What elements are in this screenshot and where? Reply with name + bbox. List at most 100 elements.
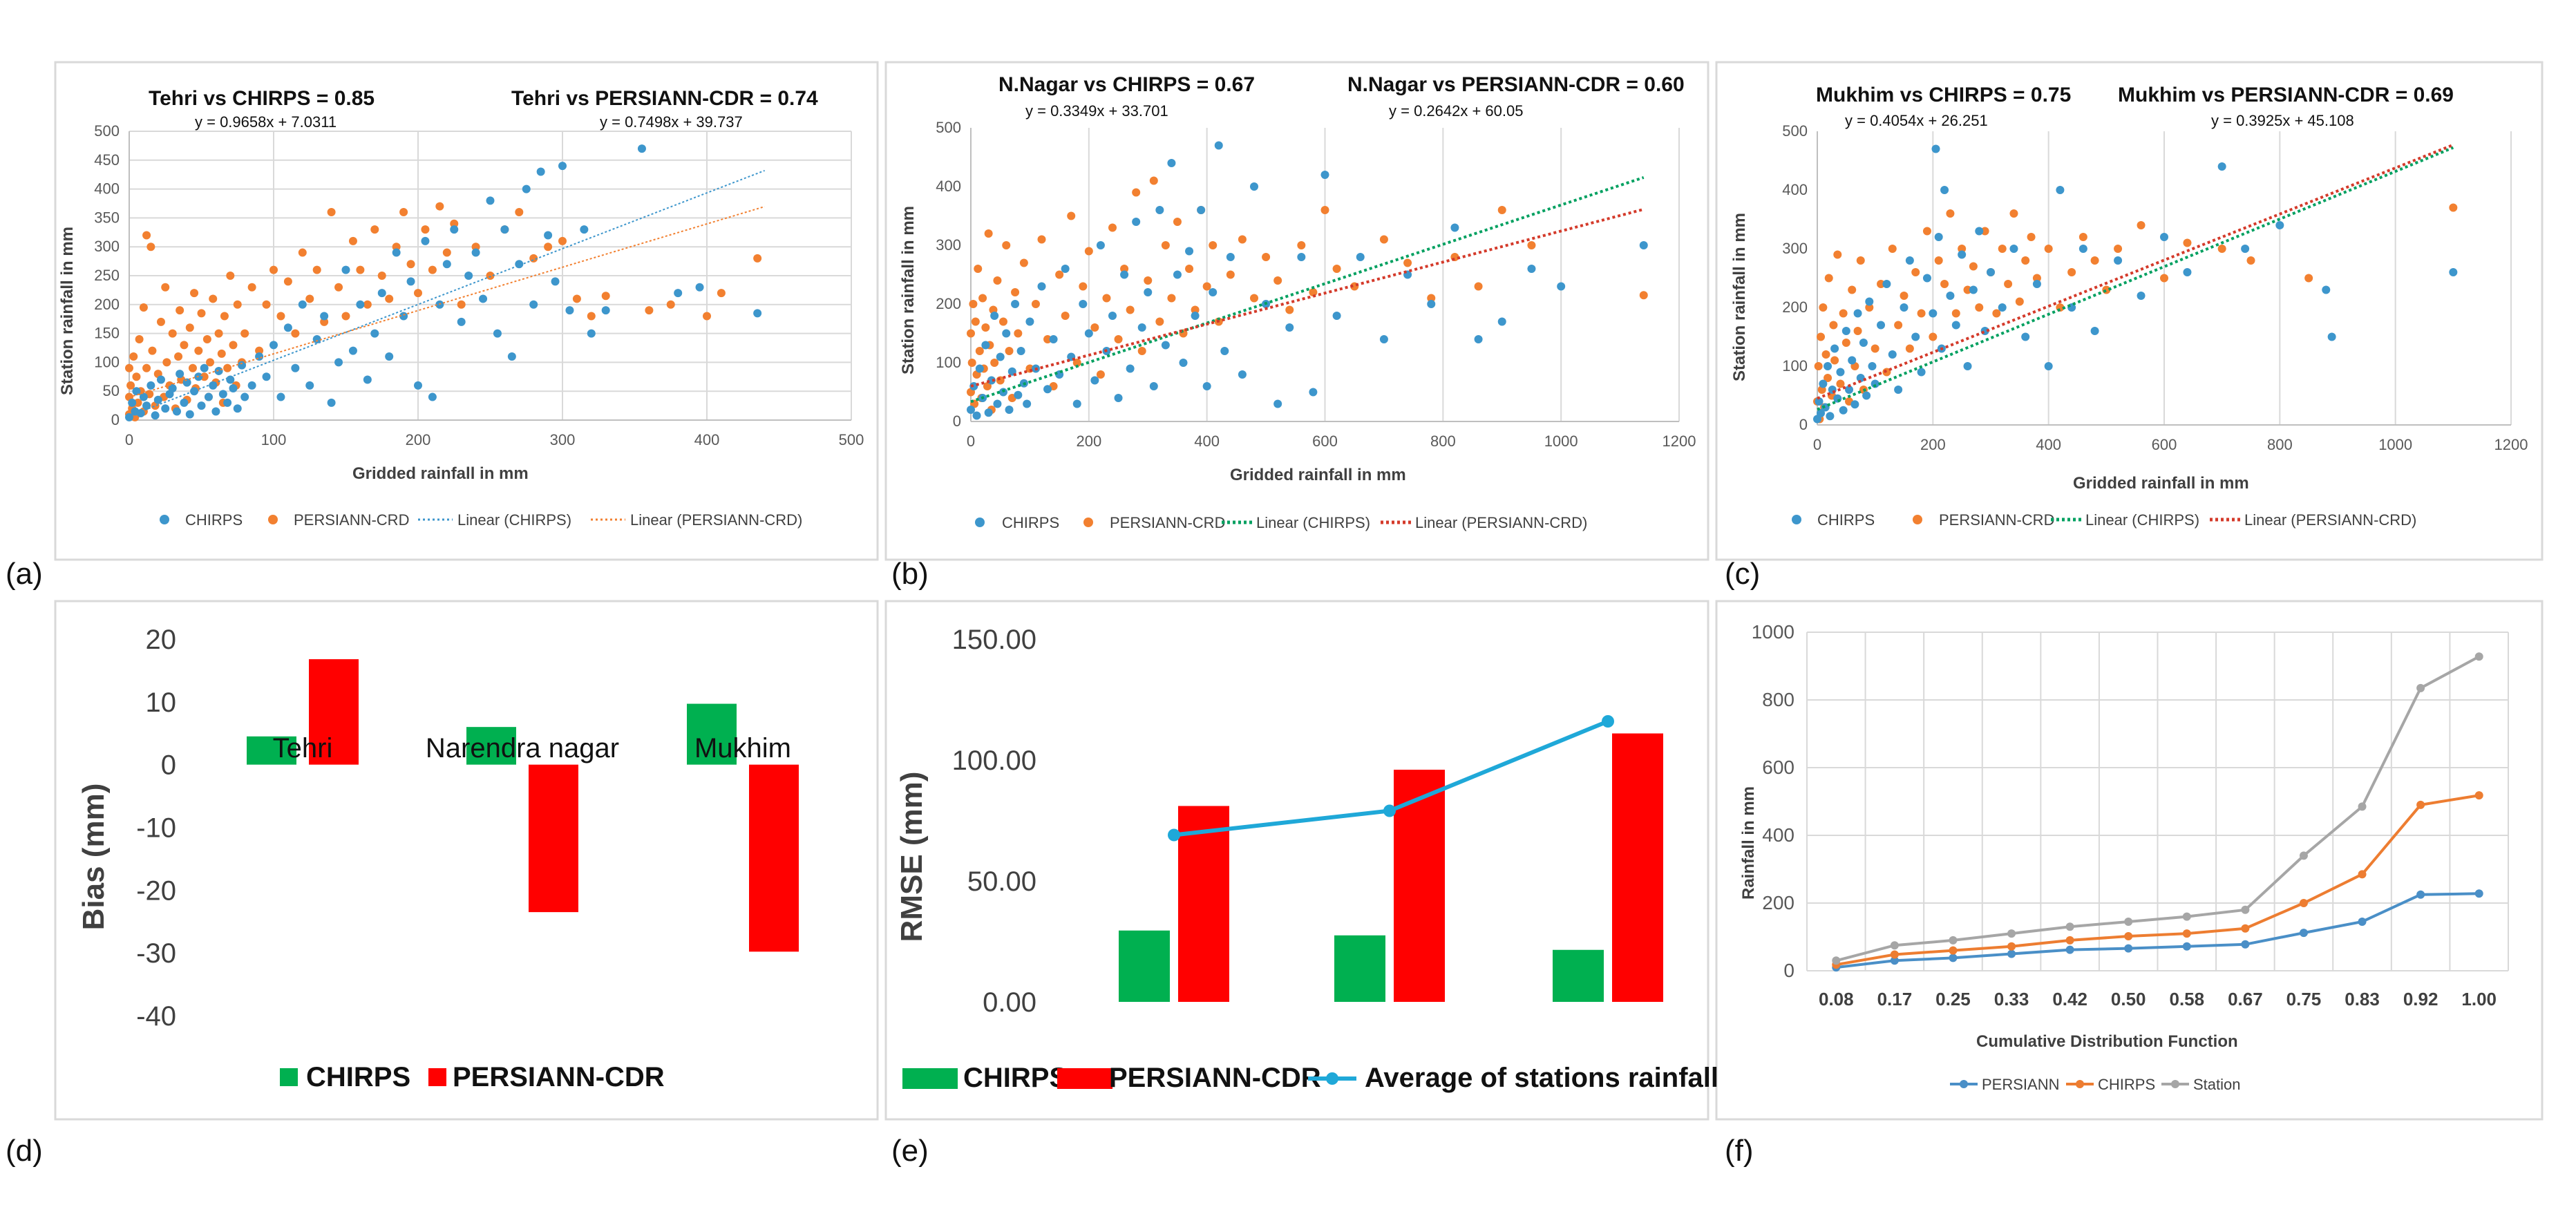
legend-e-chirps-swatch: [902, 1068, 958, 1089]
chart-c-point-persiann: [1848, 285, 1857, 294]
line-f-chirps-marker: [2474, 791, 2483, 800]
chart-a-point-persiann: [132, 372, 141, 381]
chart-a-ylabel: Station rainfall in mm: [58, 227, 77, 395]
chart-a-point-chirps: [356, 300, 365, 309]
chart-a-point-persiann: [190, 289, 199, 298]
chart-b-point-chirps: [1023, 399, 1032, 408]
chart-c-point-persiann: [1922, 227, 1931, 236]
chart-c-point-chirps: [2137, 292, 2146, 300]
chart-c-point-chirps: [1905, 256, 1914, 265]
chart-e-ytick: 50.00: [967, 866, 1036, 897]
chart-a-title-right: Tehri vs PERSIANN-CDR = 0.74: [511, 87, 818, 110]
chart-b-point-chirps: [975, 364, 984, 373]
chart-b-point-chirps: [1450, 223, 1459, 232]
chart-c-point-chirps: [2009, 245, 2018, 253]
chart-b-point-persiann: [1185, 265, 1194, 273]
chart-c-point-chirps: [1969, 285, 1978, 294]
chart-a-xtick: 100: [261, 431, 287, 448]
chart-c-point-chirps: [2241, 245, 2250, 253]
legend-f-chirps-marker: [2076, 1080, 2084, 1088]
chart-c-xtick: 0: [1813, 436, 1821, 453]
chart-b-title-left: N.Nagar vs CHIRPS = 0.67: [998, 73, 1255, 96]
chart-c-point-chirps: [1817, 409, 1826, 417]
chart-a-point-persiann: [146, 243, 155, 252]
chart-b-point-persiann: [1055, 270, 1064, 279]
chart-c-eq-right: y = 0.3925x + 45.108: [2211, 112, 2354, 129]
chart-c-point-chirps: [1998, 303, 2007, 312]
chart-b-xtick: 1200: [1663, 433, 1696, 450]
legend-c-persiann-marker: [1913, 515, 1922, 524]
chart-b-point-persiann: [993, 276, 1002, 285]
scatter-plot-b: 0 100 200 300 400 500 0 200 400 600 800 1000 1200: [936, 119, 1696, 450]
chart-a-trendline-chirps: [129, 169, 765, 417]
chart-b-point-chirps: [1144, 288, 1153, 296]
chart-b-point-chirps: [1214, 141, 1223, 150]
chart-c-point-persiann: [1819, 303, 1828, 312]
chart-a-point-chirps: [312, 334, 321, 343]
chart-a-point-persiann: [717, 289, 726, 298]
chart-b-point-persiann: [1149, 176, 1158, 185]
chart-c-point-persiann: [1817, 332, 1826, 341]
chart-c-point-chirps: [1850, 400, 1859, 409]
chart-a-point-chirps: [176, 370, 184, 379]
legend-c-persiann: PERSIANN-CRD: [1939, 511, 2054, 529]
chart-a-xtick: 500: [839, 431, 864, 448]
chart-c-point-chirps: [1815, 397, 1824, 406]
chart-a-ytick: 450: [94, 151, 120, 169]
chart-c-ytick: 500: [1782, 122, 1808, 140]
chart-e-ytick: 0.00: [983, 987, 1036, 1018]
chart-b-point-chirps: [1049, 335, 1058, 343]
chart-a-point-persiann: [156, 317, 165, 326]
legend-a-persiann: PERSIANN-CRD: [294, 511, 409, 529]
chart-a-point-chirps: [464, 272, 473, 280]
chart-c-point-chirps: [1929, 309, 1938, 318]
chart-c-point-persiann: [1821, 350, 1830, 359]
chart-b-point-chirps: [967, 406, 975, 414]
chart-a-point-chirps: [450, 225, 459, 234]
chart-b-xtick: 400: [1194, 433, 1220, 450]
line-f-persiann-marker: [2416, 890, 2425, 899]
chart-b-xtick: 1000: [1544, 433, 1578, 450]
chart-b-point-chirps: [1320, 171, 1329, 179]
chart-a-point-persiann: [217, 349, 226, 358]
chart-a-point-chirps: [172, 407, 181, 416]
chart-b-point-chirps: [1197, 206, 1206, 214]
chart-b-point-chirps: [1108, 312, 1117, 320]
chart-c-point-chirps: [2322, 285, 2331, 294]
chart-c-point-chirps: [1900, 303, 1909, 312]
chart-d-category-label: Mukhim: [694, 733, 791, 763]
chart-c-point-persiann: [2009, 209, 2018, 218]
chart-c-point-persiann: [2021, 256, 2030, 265]
chart-a-ytick: 0: [111, 411, 120, 428]
chart-a-point-chirps: [601, 306, 610, 315]
chart-c-point-chirps: [1839, 406, 1848, 415]
chart-a-point-persiann: [471, 243, 480, 252]
chart-c-point-chirps: [1987, 268, 1995, 276]
chart-b-ytick: 200: [936, 295, 961, 312]
chart-a-point-chirps: [142, 401, 151, 410]
bar-d-chirps: [466, 727, 516, 765]
chart-c-xtick: 1000: [2378, 436, 2412, 453]
chart-b-ytick: 100: [936, 354, 961, 371]
chart-a-point-persiann: [206, 358, 215, 367]
chart-f-xlabel: Cumulative Distribution Function: [1976, 1032, 2238, 1051]
chart-a-eq-right: y = 0.7498x + 39.737: [600, 113, 743, 131]
chart-a-point-persiann: [220, 312, 229, 321]
line-f-persiann-marker: [1949, 953, 1958, 962]
chart-d-ytick: 0: [161, 750, 176, 781]
chart-f-ytick: 0: [1783, 960, 1794, 981]
chart-b-point-chirps: [1072, 399, 1081, 408]
chart-a-point-chirps: [457, 317, 466, 326]
chart-b-xtick: 800: [1430, 433, 1456, 450]
legend-c-chirps: CHIRPS: [1817, 511, 1875, 529]
chart-b-point-chirps: [1114, 394, 1123, 402]
chart-a-point-persiann: [240, 329, 249, 338]
chart-d-ytick: -40: [136, 1001, 176, 1032]
chart-b-point-persiann: [1238, 235, 1247, 244]
chart-c-point-chirps: [1862, 391, 1871, 400]
bar-e-persiann: [1612, 733, 1663, 1002]
chart-c-point-chirps: [1951, 321, 1960, 330]
legend-f-persiann: PERSIANN: [1982, 1076, 2059, 1093]
line-f-station-marker: [2299, 851, 2308, 860]
bar-d-chirps: [687, 703, 737, 765]
